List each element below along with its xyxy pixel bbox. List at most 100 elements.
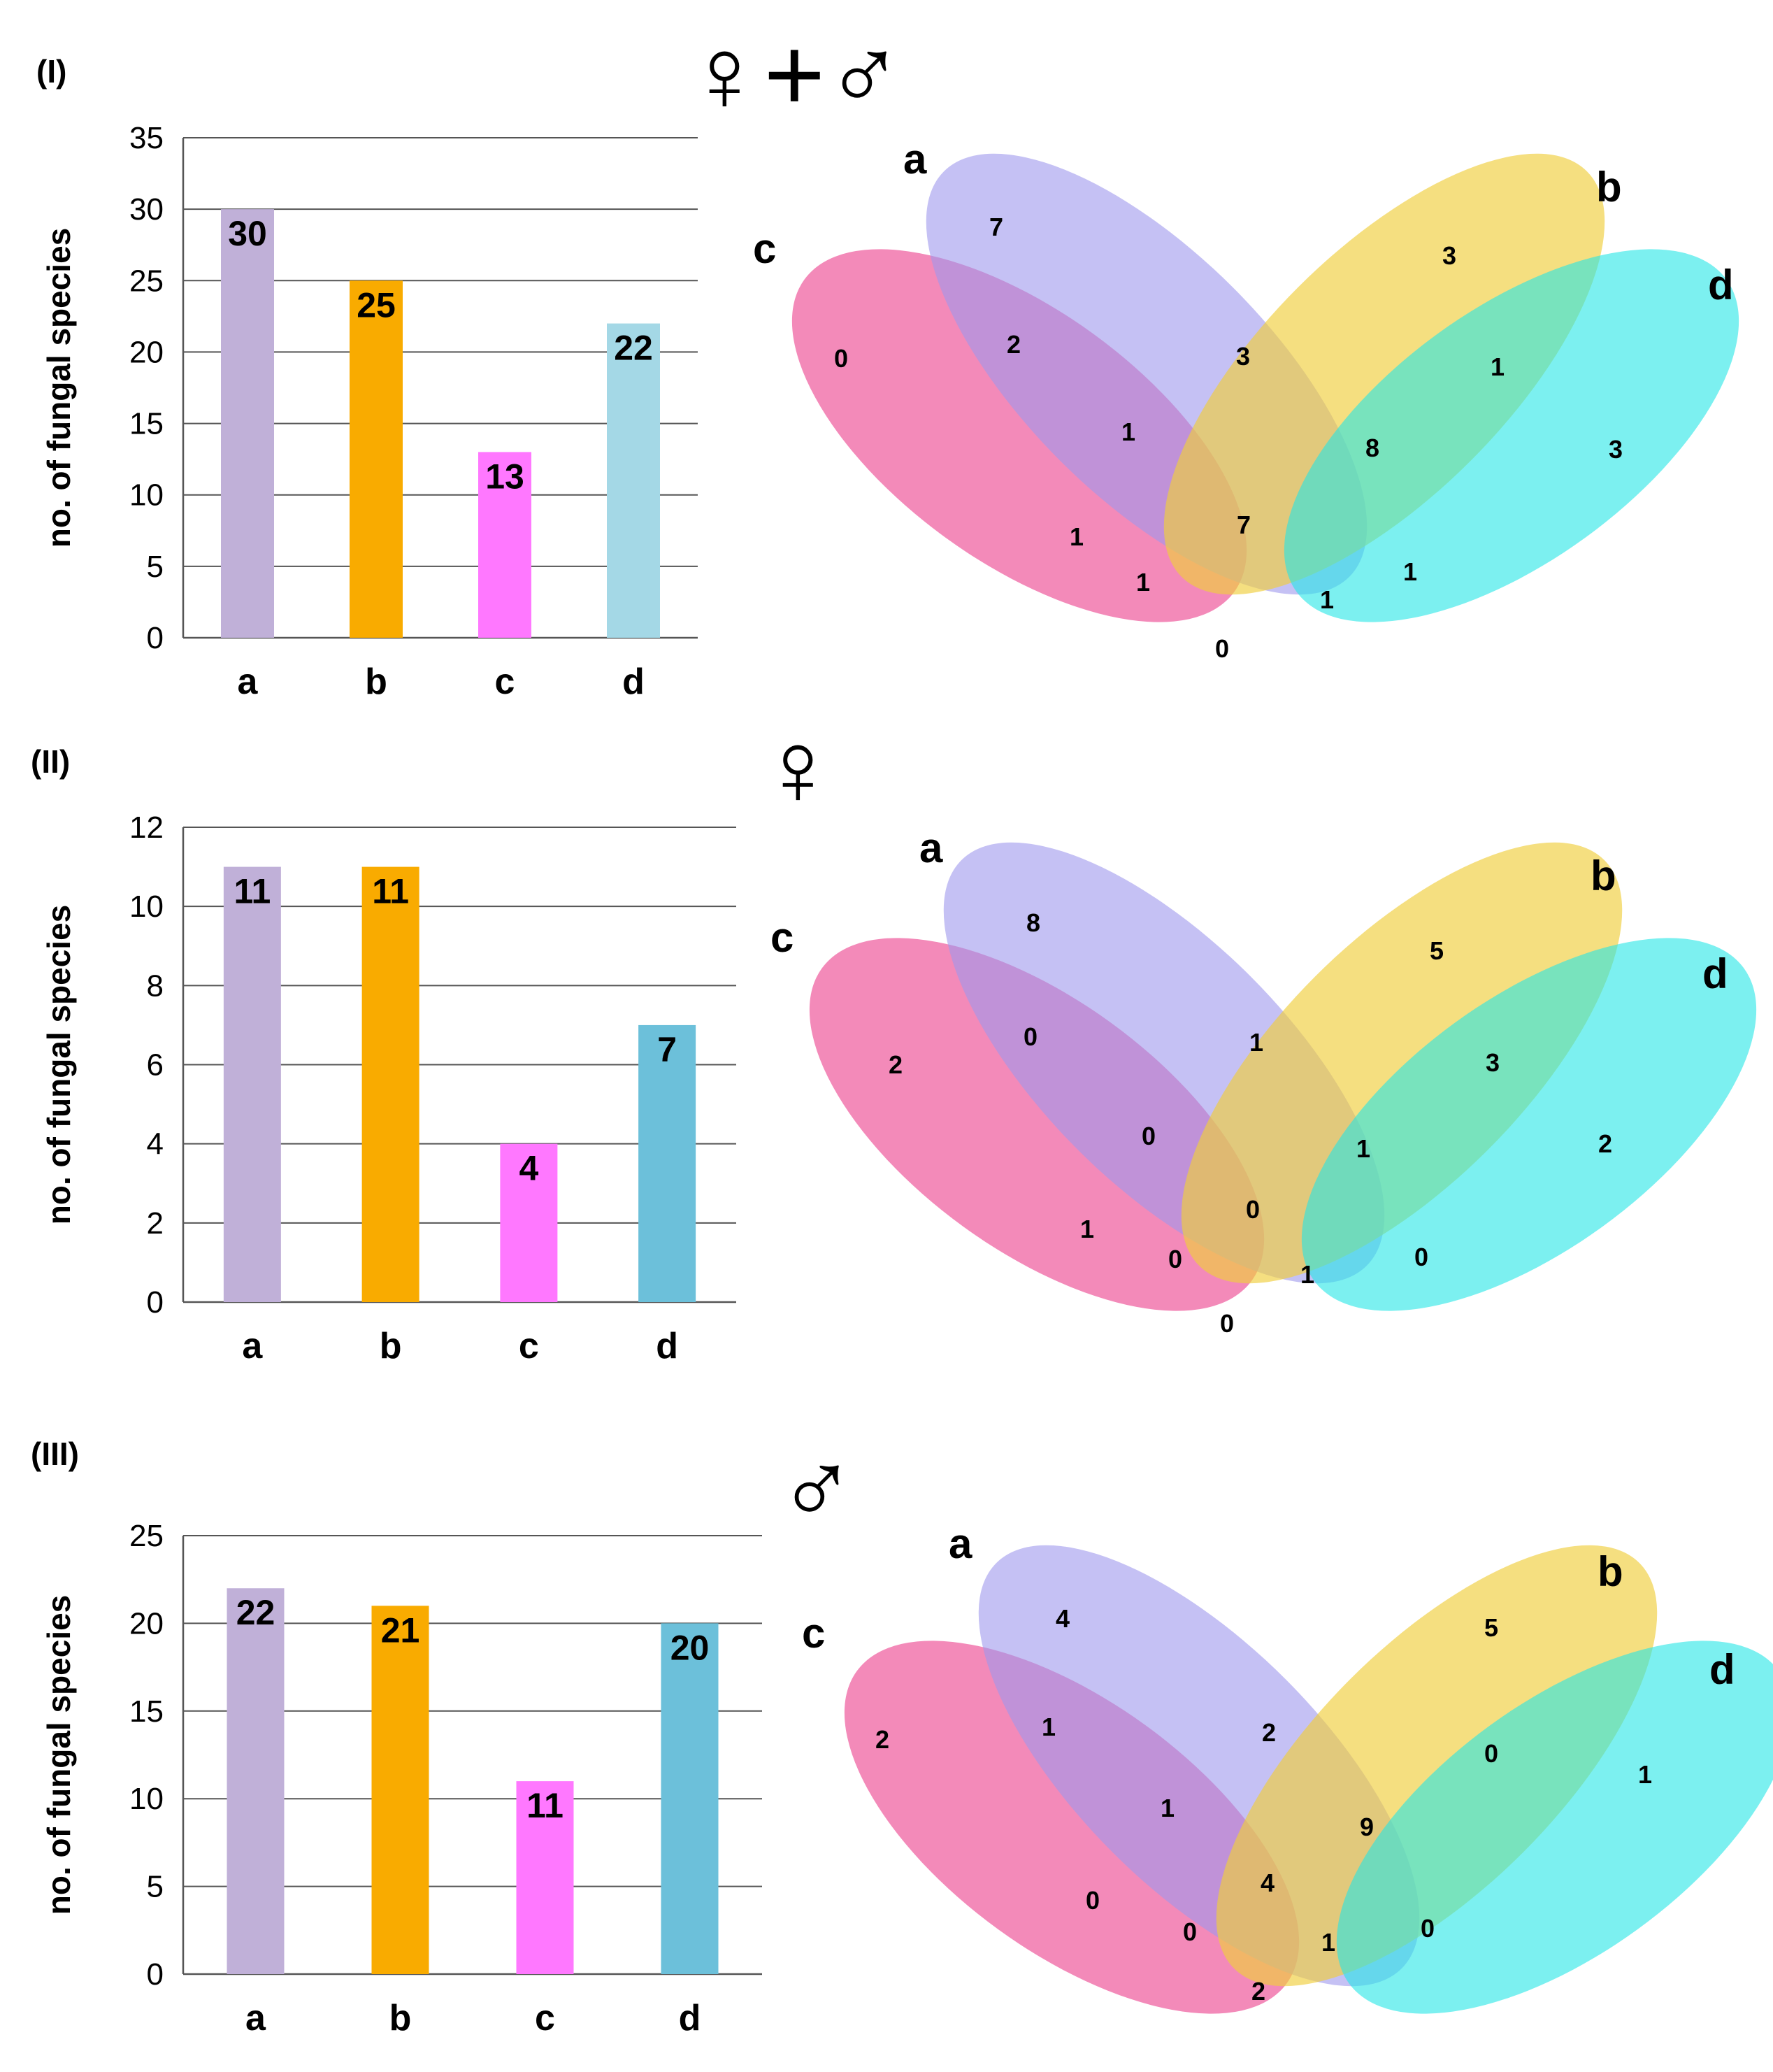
venn-region-acd: 1 xyxy=(1320,585,1334,614)
venn-label-a: a xyxy=(949,1520,972,1567)
chart1-x-tick-label-b: b xyxy=(365,662,387,702)
chart1-ytick-label: 35 xyxy=(129,121,164,155)
venn-region-bc: 0 xyxy=(1086,1886,1100,1915)
chart2-data-label-a: 11 xyxy=(234,872,271,911)
chart3-data-label-c: 11 xyxy=(526,1786,564,1825)
chart3-ytick-label: 5 xyxy=(147,1870,164,1904)
venn-region-abc: 0 xyxy=(1142,1122,1156,1150)
venn-region-ab: 1 xyxy=(1249,1028,1263,1057)
chart1-bar-b xyxy=(350,280,403,638)
chart1-ytick-label: 5 xyxy=(147,550,164,584)
panel-3-label: (III) xyxy=(31,1436,79,1472)
venn-label-d: d xyxy=(1702,950,1728,997)
venn-region-abc: 1 xyxy=(1161,1794,1175,1822)
venn-region-ab: 2 xyxy=(1262,1718,1276,1747)
bar-chart-3: 0 5 10 15 20 25 no. of fungal species 22 a 21 b 11 c… xyxy=(41,1519,762,2038)
venn-region-bd: 1 xyxy=(1491,352,1505,381)
chart2-ytick-label: 12 xyxy=(129,810,164,845)
venn-region-bcd: 0 xyxy=(1168,1245,1182,1273)
bar-chart-2: 0 2 4 6 8 10 12 no. of fungal species 11 a 11 b 4 c 7 d xyxy=(41,810,736,1366)
venn-label-b: b xyxy=(1591,852,1616,899)
chart2-bar-b xyxy=(361,866,419,1302)
venn-region-abd: 9 xyxy=(1360,1813,1374,1841)
venn-region-a-only: 8 xyxy=(1026,908,1040,937)
venn-region-abcd: 0 xyxy=(1246,1195,1260,1224)
venn-region-cd: 2 xyxy=(1251,1977,1265,2006)
chart2-x-tick-label-a: a xyxy=(242,1326,263,1366)
chart3-ytick-label: 25 xyxy=(129,1519,164,1553)
chart3-bar-c xyxy=(516,1781,574,1974)
chart3-ytick-label: 0 xyxy=(147,1957,164,1992)
venn-region-a-only: 7 xyxy=(989,213,1003,241)
venn-region-bc: 1 xyxy=(1070,522,1084,551)
venn-region-abd: 8 xyxy=(1365,434,1379,462)
chart3-x-tick-label-b: b xyxy=(389,1998,412,2038)
venn-set-c-ellipse xyxy=(791,249,1247,622)
venn-region-bd: 0 xyxy=(1484,1739,1498,1768)
bar-chart-1: 0 5 10 15 20 25 30 35 no. of fungal species 30 a 25… xyxy=(41,121,698,702)
venn-symbol-3: ♂ xyxy=(777,1429,856,1547)
venn-region-cd: 0 xyxy=(1220,1309,1234,1338)
venn-diagram-2: ♀ a b c d 8 5 2 2 0 1 3 0 xyxy=(759,709,1757,1338)
chart3-data-label-b: 21 xyxy=(381,1610,420,1650)
venn-label-a: a xyxy=(919,824,943,871)
venn-set-b-ellipse xyxy=(1181,842,1623,1284)
venn-region-bd: 3 xyxy=(1486,1048,1500,1077)
venn-region-ac: 1 xyxy=(1042,1713,1056,1741)
venn-region-bcd: 0 xyxy=(1183,1917,1197,1946)
chart1-ytick-label: 10 xyxy=(129,478,164,513)
chart2-data-label-d: 7 xyxy=(657,1030,677,1069)
panel-1-label: (I) xyxy=(36,53,66,90)
venn-label-c: c xyxy=(753,225,776,272)
chart1-bar-a xyxy=(221,209,274,638)
venn-label-a: a xyxy=(903,136,927,183)
venn-region-d-only: 3 xyxy=(1609,435,1623,464)
venn-region-b-only: 5 xyxy=(1430,936,1444,965)
venn-region-ad: 1 xyxy=(1403,557,1417,586)
venn-region-ab: 3 xyxy=(1236,342,1250,371)
venn-label-c: c xyxy=(770,914,794,961)
chart2-ytick-label: 8 xyxy=(147,969,164,1003)
chart1-ytick-label: 25 xyxy=(129,264,164,298)
chart2-data-label-b: 11 xyxy=(372,872,409,911)
venn-region-abc: 1 xyxy=(1121,417,1135,446)
chart1-ytick-label: 15 xyxy=(129,407,164,441)
venn-label-c: c xyxy=(802,1610,825,1657)
venn-region-ad: 0 xyxy=(1421,1914,1435,1943)
chart1-data-label-d: 22 xyxy=(614,329,653,368)
venn-region-bcd: 1 xyxy=(1136,568,1150,596)
venn-diagram-3: ♂ a b c d 4 5 2 1 1 2 0 1 xyxy=(777,1429,1773,2014)
venn-region-c-only: 2 xyxy=(889,1050,903,1079)
chart3-ytick-label: 15 xyxy=(129,1694,164,1729)
venn-region-cd: 0 xyxy=(1215,634,1229,663)
venn-region-abd: 1 xyxy=(1356,1134,1370,1163)
venn-region-c-only: 2 xyxy=(875,1725,889,1754)
venn-label-d: d xyxy=(1709,1646,1735,1693)
chart3-ytick-label: 20 xyxy=(129,1606,164,1641)
chart3-y-axis-label: no. of fungal species xyxy=(41,1595,77,1915)
venn-label-d: d xyxy=(1708,262,1734,308)
chart1-ytick-label: 30 xyxy=(129,192,164,227)
chart2-ytick-label: 2 xyxy=(147,1206,164,1241)
venn-region-acd: 1 xyxy=(1321,1928,1335,1957)
chart1-x-tick-label-d: d xyxy=(622,662,645,702)
chart1-data-label-b: 25 xyxy=(357,285,396,324)
chart2-y-axis-label: no. of fungal species xyxy=(41,905,77,1225)
chart3-x-tick-label-c: c xyxy=(535,1998,555,2038)
venn-label-b: b xyxy=(1596,164,1622,210)
venn-set-d-ellipse xyxy=(1284,249,1739,622)
chart1-data-label-c: 13 xyxy=(485,457,524,496)
venn-set-c-ellipse xyxy=(844,1641,1300,2014)
chart2-bar-c xyxy=(500,1143,558,1302)
venn-symbol-2: ♀ xyxy=(759,709,838,827)
chart2-x-tick-label-c: c xyxy=(519,1326,539,1366)
venn-set-b-ellipse xyxy=(1163,153,1605,595)
venn-region-c-only: 0 xyxy=(834,344,848,373)
venn-set-b-ellipse xyxy=(1216,1545,1658,1987)
venn-set-d-ellipse xyxy=(1301,938,1757,1311)
venn-region-b-only: 5 xyxy=(1484,1613,1498,1642)
chart3-bar-d xyxy=(661,1623,719,1974)
